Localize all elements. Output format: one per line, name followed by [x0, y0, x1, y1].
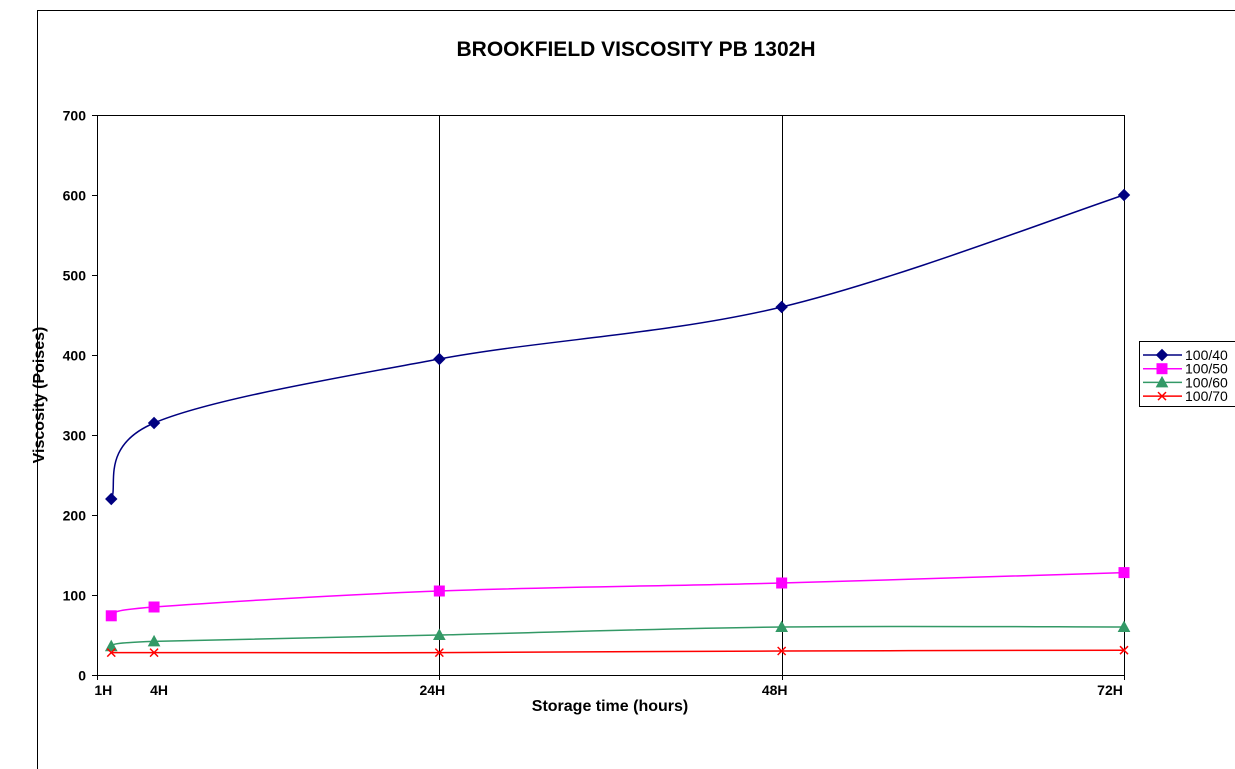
triangle-marker: [775, 620, 789, 632]
plot-area: [97, 115, 1124, 675]
series-group: [105, 567, 1130, 622]
square-marker: [776, 577, 788, 589]
triangle-marker: [432, 628, 446, 640]
legend-triangle-marker: [1155, 375, 1169, 388]
square-marker: [433, 585, 445, 597]
x-axis-title: Storage time (hours): [532, 698, 688, 715]
legend-item: 100/50: [1143, 361, 1228, 377]
x-marker: [106, 648, 116, 658]
y-tick-label: 500: [63, 268, 87, 284]
diamond-marker: [147, 416, 161, 430]
x-tick-label: 24H: [419, 682, 445, 698]
diamond-marker: [775, 300, 788, 314]
legend-x-marker: [1157, 391, 1167, 401]
x-tick-label: 4H: [150, 682, 168, 698]
triangle-marker: [104, 639, 118, 652]
series-group: [104, 620, 1131, 652]
chart-title: BROOKFIELD VISCOSITY PB 1302H: [456, 38, 815, 61]
diamond-marker: [105, 492, 118, 506]
legend-item: 100/70: [1143, 388, 1228, 404]
legend-item: 100/60: [1143, 374, 1228, 390]
diamond-marker: [1117, 188, 1131, 202]
diamond-marker: [433, 352, 446, 366]
legend-label: 100/50: [1185, 361, 1228, 377]
triangle-marker: [147, 634, 161, 647]
x-tick-label: 48H: [762, 682, 788, 698]
square-marker: [1118, 567, 1130, 579]
y-tick-label: 300: [63, 428, 87, 444]
x-tick-label: 72H: [1097, 682, 1123, 698]
y-tick-label: 100: [63, 588, 87, 604]
legend-label: 100/60: [1185, 374, 1228, 390]
x-marker: [434, 648, 444, 658]
x-tick-label: 1H: [94, 682, 112, 698]
legend-label: 100/40: [1185, 347, 1228, 363]
y-tick-label: 700: [63, 108, 87, 124]
legend-square-marker: [1156, 363, 1168, 375]
legend-label: 100/70: [1185, 388, 1228, 404]
y-tick-label: 600: [63, 188, 87, 204]
plot-layer: 0 100 200 300 400 500 600 700 1H 4H 24H 48H 72H: [63, 108, 1131, 698]
x-marker: [777, 646, 787, 656]
x-marker: [149, 648, 159, 658]
square-marker: [148, 601, 160, 613]
y-tick-label: 200: [63, 508, 87, 524]
y-tick-label: 400: [63, 348, 87, 364]
series-group: [106, 645, 1129, 658]
chart-area-border: [37, 10, 1235, 769]
legend-diamond-marker: [1155, 348, 1169, 362]
x-marker: [1119, 645, 1129, 655]
triangle-marker: [1117, 620, 1131, 632]
square-marker: [105, 610, 117, 622]
legend-border: [1139, 341, 1235, 407]
y-tick-label: 0: [78, 668, 86, 684]
plot-area-border: [97, 115, 1125, 676]
legend-item: 100/40: [1143, 347, 1228, 363]
series-group: [105, 188, 1131, 506]
y-axis-title: Viscosity (Poises): [31, 327, 48, 464]
